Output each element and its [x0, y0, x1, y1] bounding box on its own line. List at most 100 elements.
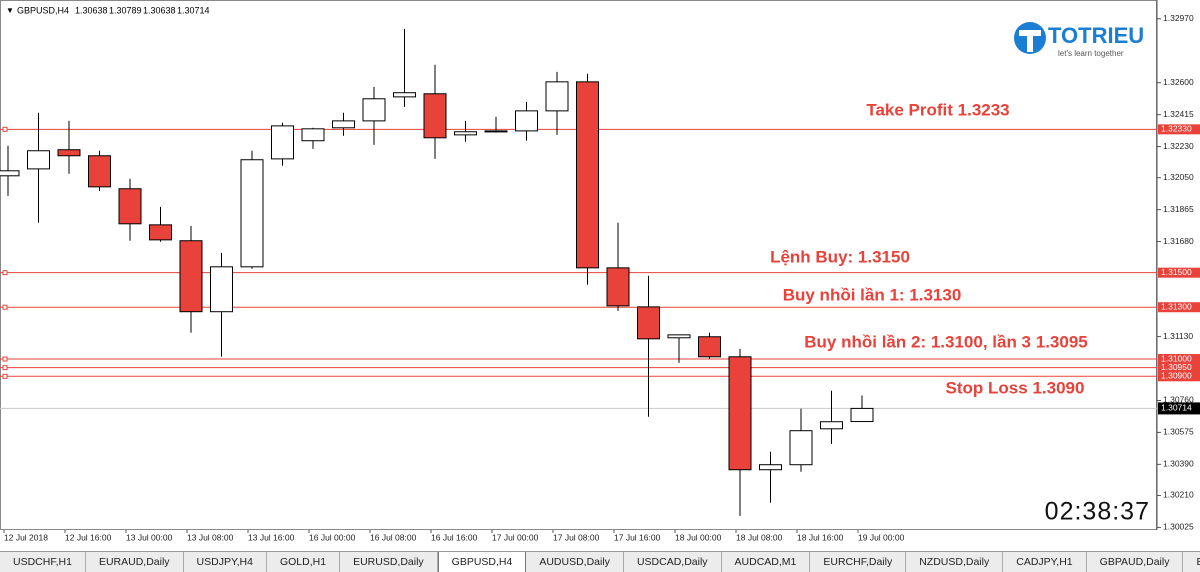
y-tick-label: 1.31130: [1163, 331, 1193, 341]
x-tick-label: 13 Jul 16:00: [248, 532, 295, 542]
level-handle: [2, 356, 8, 362]
x-tick-label: 17 Jul 00:00: [492, 532, 539, 542]
tab[interactable]: AUDUSD,Daily: [526, 552, 624, 572]
ohlc: 1.30789: [109, 5, 142, 15]
tab[interactable]: USDCAD,Daily: [624, 552, 722, 572]
x-tick-label: 13 Jul 08:00: [187, 532, 234, 542]
candle-body: [149, 224, 172, 241]
level-label: 1.31300: [1161, 301, 1192, 311]
logo-name: TOTRIEU: [1048, 23, 1144, 48]
candle-body: [27, 150, 50, 170]
candle-body: [759, 464, 782, 471]
annotation: Buy nhồi lần 1: 1.3130: [783, 285, 962, 304]
candle-body: [698, 336, 721, 358]
tab[interactable]: EURAUD,Daily: [1183, 552, 1200, 572]
tab[interactable]: EURCHF,Daily: [810, 552, 907, 572]
y-tick-label: 1.32415: [1163, 109, 1194, 119]
tab[interactable]: USDJPY,H4: [184, 552, 267, 572]
candle-body: [454, 131, 477, 136]
level-label: 1.30950: [1161, 362, 1192, 372]
level-tag: [1158, 124, 1200, 135]
tab-bar: USDCHF,H1 EURAUD,Daily USDJPY,H4 GOLD,H1 EUR…: [0, 551, 1200, 572]
y-tick-label: 1.32050: [1163, 172, 1194, 182]
y-tick-label: 1.31865: [1163, 204, 1194, 214]
annotation: Lệnh Buy: 1.3150: [770, 247, 910, 266]
candle-body: [0, 170, 20, 177]
candle-body: [210, 266, 233, 313]
candle-body: [789, 430, 813, 466]
candle-body: [515, 110, 538, 132]
candle-body: [637, 306, 660, 340]
level-tag: [1158, 267, 1200, 278]
x-tick-label: 17 Jul 16:00: [614, 532, 661, 542]
level-handle: [2, 270, 8, 276]
tab[interactable]: CADJPY,H1: [1003, 552, 1087, 572]
symbol: GBPUSD,H4: [17, 5, 69, 15]
y-tick-label: 1.30575: [1163, 427, 1194, 437]
candle-body: [393, 92, 416, 98]
annotation: Take Profit 1.3233: [866, 100, 1009, 119]
level-tag: [1158, 371, 1200, 382]
y-tick-label: 1.30390: [1163, 459, 1194, 469]
x-tick-label: 18 Jul 08:00: [736, 532, 783, 542]
candle-body: [118, 188, 142, 225]
x-tick-label: 16 Jul 00:00: [309, 532, 356, 542]
y-tick-label: 1.30760: [1163, 395, 1194, 405]
level-label: 1.30900: [1161, 371, 1192, 381]
candle-body: [240, 159, 264, 268]
candle-body: [820, 421, 843, 430]
y-tick-label: 1.32600: [1163, 77, 1194, 87]
tab[interactable]: GBPAUD,Daily: [1087, 552, 1184, 572]
x-tick-label: 19 Jul 00:00: [858, 532, 905, 542]
candle-body: [423, 93, 447, 139]
tab[interactable]: AUDCAD,M1: [722, 552, 811, 572]
logo-t: [1019, 30, 1041, 52]
x-tick-label: 17 Jul 08:00: [553, 532, 600, 542]
x-tick-label: 18 Jul 16:00: [797, 532, 844, 542]
current-price-label: 1.30714: [1161, 403, 1192, 413]
level-handle: [2, 304, 8, 310]
annotation: Buy nhồi lần 2: 1.3100, lần 3 1.3095: [804, 332, 1087, 351]
level-tag: [1158, 354, 1200, 365]
level-tag: [1158, 362, 1200, 373]
tab[interactable]: NZDUSD,Daily: [906, 552, 1004, 572]
y-tick-label: 1.32970: [1163, 13, 1194, 23]
x-tick-label: 12 Jul 16:00: [65, 532, 112, 542]
level-label: 1.32330: [1161, 124, 1192, 134]
tab[interactable]: GOLD,H1: [267, 552, 341, 572]
candle-body: [484, 130, 508, 133]
ohlc: 1.30638: [75, 5, 108, 15]
level-label: 1.31000: [1161, 353, 1192, 363]
level-handle: [2, 365, 8, 371]
ohlc: 1.30714: [177, 5, 210, 15]
timer: 02:38:37: [1045, 498, 1150, 526]
chart: ▼ GBPUSD,H4 1.30638 1.30789 1.30638 1.30…: [0, 0, 1200, 542]
candle-body: [362, 98, 386, 122]
logo: TOTRIEU let's learn together: [1014, 22, 1144, 58]
candle-body: [57, 149, 81, 157]
level-label: 1.31500: [1161, 267, 1192, 277]
x-tick-label: 18 Jul 00:00: [675, 532, 722, 542]
y-tick-label: 1.31680: [1163, 236, 1194, 246]
x-tick-label: 12 Jul 2018: [4, 532, 48, 542]
candle-body: [88, 155, 111, 188]
level-tag: [1158, 302, 1200, 313]
menu-arrow: ▼: [6, 6, 14, 15]
level-handle: [2, 126, 8, 132]
candle-body: [728, 356, 752, 471]
tab[interactable]: GBPUSD,H4: [437, 552, 527, 572]
current-price-tag: [1158, 402, 1200, 415]
y-tick-label: 1.30025: [1163, 522, 1194, 532]
ohlc: 1.30638: [143, 5, 176, 15]
candle-body: [576, 81, 599, 269]
logo-tagline: let's learn together: [1058, 49, 1124, 58]
candle-body: [332, 120, 355, 129]
x-tick-label: 13 Jul 00:00: [126, 532, 173, 542]
level-handle: [2, 373, 8, 379]
tab[interactable]: EURUSD,Daily: [340, 552, 438, 572]
annotation: Stop Loss 1.3090: [946, 378, 1085, 397]
tab[interactable]: USDCHF,H1: [0, 552, 86, 572]
tab[interactable]: EURAUD,Daily: [86, 552, 184, 572]
x-tick-label: 16 Jul 08:00: [370, 532, 417, 542]
